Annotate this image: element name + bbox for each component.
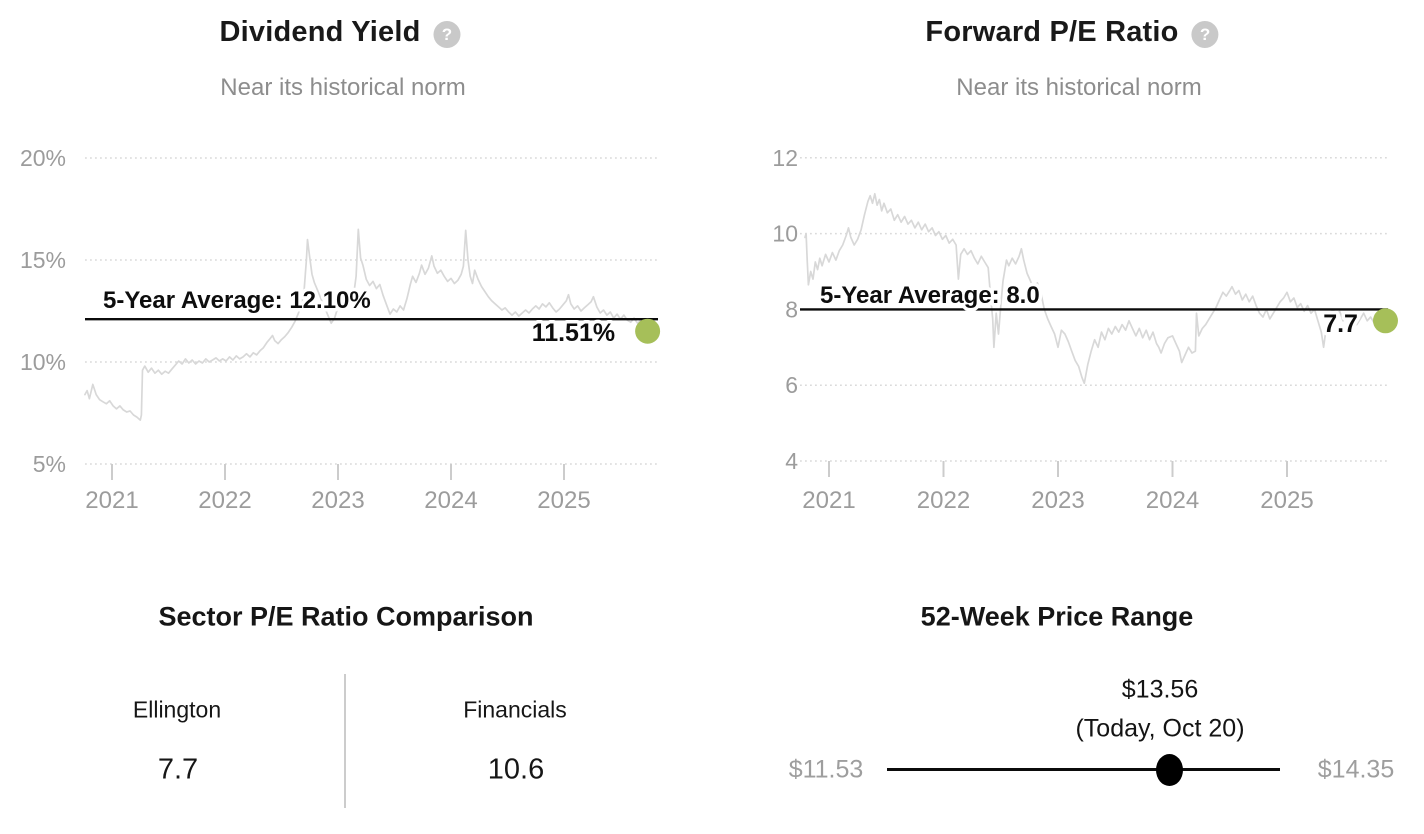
dividend-yield-header: Dividend Yield ? bbox=[219, 16, 461, 49]
y-axis-label: 4 bbox=[785, 448, 798, 474]
average-line-label: 5-Year Average: 8.0 bbox=[820, 282, 1040, 309]
x-axis-label: 2024 bbox=[1146, 487, 1199, 514]
price-range-min-label: $11.53 bbox=[788, 755, 864, 784]
y-axis-label: 10% bbox=[20, 349, 66, 375]
x-axis-label: 2023 bbox=[1031, 487, 1084, 514]
x-axis-label: 2025 bbox=[1260, 487, 1313, 514]
price-range-track bbox=[887, 768, 1280, 771]
price-range-title: 52-Week Price Range bbox=[920, 601, 1194, 632]
sector-column-financials-value: 10.6 bbox=[487, 753, 545, 786]
y-axis-label: 8 bbox=[785, 296, 798, 322]
dividend-yield-series-line bbox=[84, 228, 649, 421]
current-value-dot bbox=[1372, 308, 1398, 334]
dividend-yield-chart: 20% 15% 10% 5% 2021 2022 2023 2024 2025 5-Year Av… bbox=[20, 145, 661, 514]
forward-pe-series-line bbox=[804, 192, 1387, 385]
y-axis-label: 10 bbox=[772, 221, 798, 247]
current-value-label: 7.7 bbox=[1323, 310, 1358, 338]
current-value-label: 11.51% bbox=[532, 319, 615, 347]
sector-comparison-title: Sector P/E Ratio Comparison bbox=[158, 601, 534, 632]
current-value-dot bbox=[635, 318, 661, 344]
x-axis-label: 2021 bbox=[85, 487, 138, 514]
price-range-current-date: (Today, Oct 20) bbox=[1075, 714, 1245, 743]
dividend-yield-subtitle: Near its historical norm bbox=[220, 74, 466, 101]
sector-column-financials-label: Financials bbox=[463, 696, 567, 723]
forward-pe-title: Forward P/E Ratio bbox=[925, 16, 1179, 48]
average-line-label: 5-Year Average: 12.10% bbox=[103, 287, 371, 314]
dividend-yield-title: Dividend Yield bbox=[219, 16, 421, 48]
sector-column-ellington-label: Ellington bbox=[132, 696, 222, 723]
forward-pe-subtitle: Near its historical norm bbox=[956, 74, 1202, 101]
x-axis-label: 2022 bbox=[198, 487, 251, 514]
question-mark-glyph: ? bbox=[441, 25, 453, 44]
price-range-max-label: $14.35 bbox=[1317, 755, 1395, 784]
x-axis-label: 2021 bbox=[802, 487, 855, 514]
y-axis-label: 20% bbox=[20, 145, 66, 171]
x-axis-label: 2024 bbox=[424, 487, 477, 514]
x-axis-label: 2022 bbox=[917, 487, 970, 514]
y-axis-label: 12 bbox=[772, 145, 798, 171]
price-range-current-value: $13.56 bbox=[1121, 675, 1199, 704]
price-range-marker[interactable] bbox=[1156, 754, 1184, 786]
question-mark-glyph: ? bbox=[1199, 25, 1211, 44]
column-divider bbox=[344, 674, 346, 808]
y-axis-label: 15% bbox=[20, 247, 66, 273]
x-axis-label: 2025 bbox=[537, 487, 590, 514]
help-icon[interactable]: ? bbox=[1191, 21, 1219, 48]
sector-column-ellington-value: 7.7 bbox=[157, 753, 199, 786]
forward-pe-header: Forward P/E Ratio ? bbox=[925, 16, 1219, 49]
y-axis-label: 5% bbox=[33, 451, 66, 477]
help-icon[interactable]: ? bbox=[433, 21, 461, 48]
x-axis-label: 2023 bbox=[311, 487, 364, 514]
y-axis-label: 6 bbox=[785, 372, 798, 398]
